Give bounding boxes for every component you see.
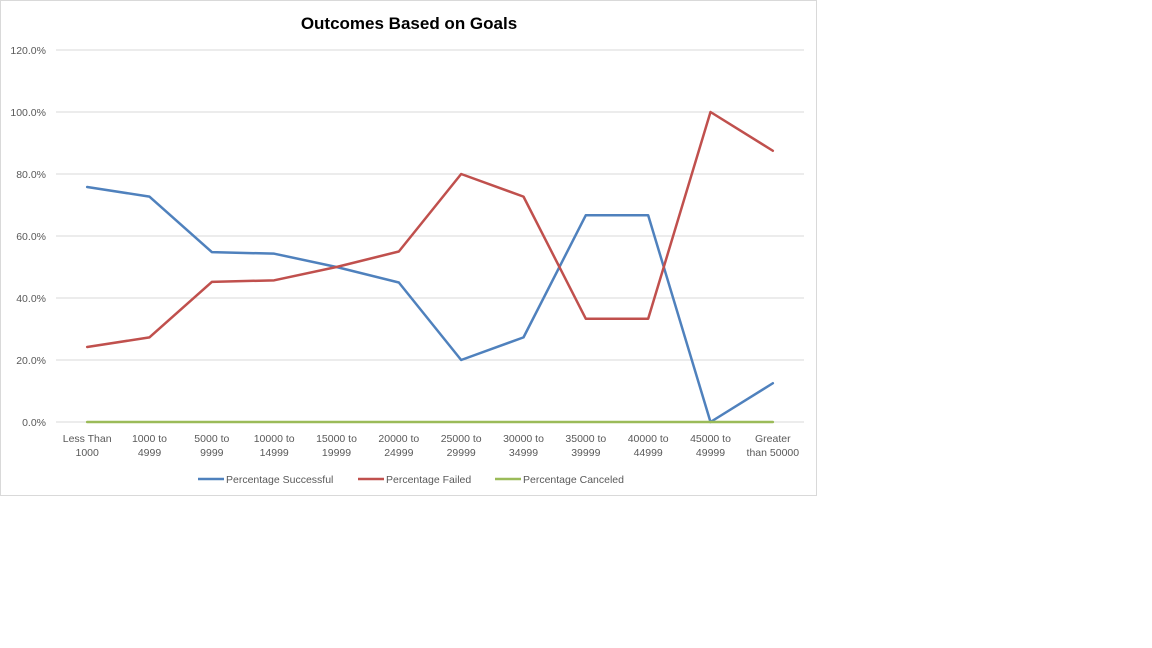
legend-label: Percentage Successful — [226, 474, 333, 486]
series-line-1 — [85, 185, 775, 424]
x-tick-label: Less Than 1000 — [63, 433, 112, 459]
series-line-2 — [85, 110, 775, 349]
legend: Percentage Successful Percentage Failed Pe… — [198, 474, 624, 486]
x-tick-label: 20000 to 24999 — [378, 433, 419, 459]
legend-label: Percentage Canceled — [523, 474, 624, 486]
x-tick-label: 45000 to 49999 — [690, 433, 731, 459]
x-tick-label: 40000 to 44999 — [628, 433, 669, 459]
y-tick-label: 40.0% — [16, 293, 46, 305]
series-lines — [85, 110, 775, 424]
x-tick-label: 25000 to 29999 — [441, 433, 482, 459]
line-chart: Outcomes Based on Goals 0.0% 20.0% 40.0% 60… — [10, 14, 804, 486]
x-tick-label: 35000 to 39999 — [565, 433, 606, 459]
x-tick-label: 10000 to 14999 — [254, 433, 295, 459]
x-tick-label: 1000 to 4999 — [132, 433, 167, 459]
y-tick-label: 120.0% — [10, 45, 46, 57]
x-tick-label: 15000 to 19999 — [316, 433, 357, 459]
legend-label: Percentage Failed — [386, 474, 471, 486]
x-axis-tick-labels: Less Than 1000 1000 to 4999 5000 to 9999 10000… — [63, 433, 800, 459]
y-tick-label: 20.0% — [16, 355, 46, 367]
y-tick-label: 80.0% — [16, 169, 46, 181]
x-tick-label: Greater than 50000 — [747, 433, 800, 459]
y-axis-tick-labels: 0.0% 20.0% 40.0% 60.0% 80.0% 100.0% 120.0% — [10, 45, 46, 429]
x-tick-label: 30000 to 34999 — [503, 433, 544, 459]
y-tick-label: 60.0% — [16, 231, 46, 243]
y-tick-label: 100.0% — [10, 107, 46, 119]
x-tick-label: 5000 to 9999 — [194, 433, 229, 459]
chart-area: Outcomes Based on Goals 0.0% 20.0% 40.0% 60… — [0, 0, 817, 496]
y-tick-label: 0.0% — [22, 417, 46, 429]
chart-title: Outcomes Based on Goals — [301, 14, 517, 33]
gridlines — [56, 49, 804, 423]
